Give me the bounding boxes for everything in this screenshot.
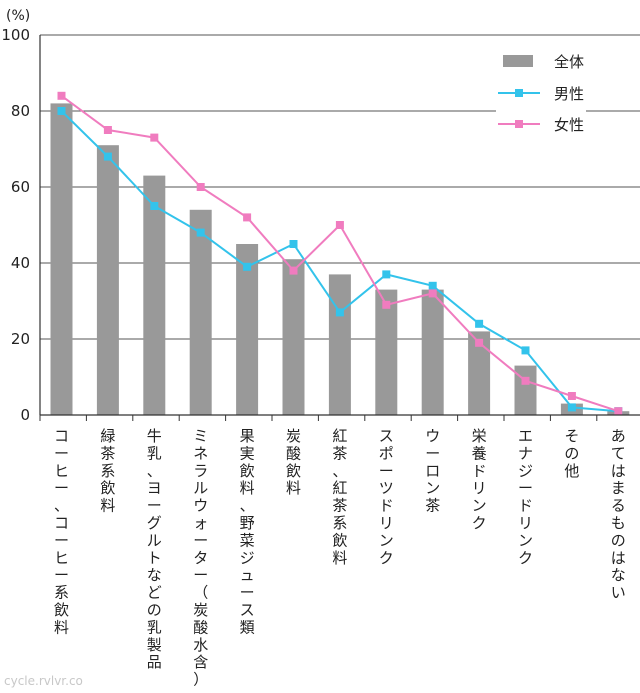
point-marker <box>614 407 623 416</box>
point-marker <box>521 376 530 385</box>
bar-1 <box>96 145 119 415</box>
point-marker <box>382 270 391 279</box>
category-label: 紅茶、紅茶系飲料 <box>332 427 347 567</box>
y-tick-label: 0 <box>20 406 30 424</box>
y-axis-unit: (%) <box>6 8 30 24</box>
bar-7 <box>375 289 398 415</box>
point-marker <box>475 338 484 347</box>
bar-0 <box>50 103 73 416</box>
bar-series <box>50 103 630 416</box>
point-marker <box>428 281 437 290</box>
point-marker <box>521 346 530 355</box>
category-labels: コーヒー、コーヒー系飲料 緑茶系飲料 牛乳、ヨーグルトなどの乳製品 ミネラルウォーター… <box>54 427 626 689</box>
point-marker <box>567 392 576 400</box>
bar-10 <box>514 365 537 415</box>
point-marker <box>243 213 252 222</box>
legend-swatch-marker <box>515 89 523 97</box>
bar-2 <box>143 175 166 415</box>
category-label: コーヒー、コーヒー系飲料 <box>54 427 69 636</box>
category-label: あてはまるものはない <box>611 427 626 602</box>
point-marker <box>243 262 252 271</box>
point-marker <box>475 319 484 328</box>
y-tick-label: 100 <box>1 26 30 44</box>
point-marker <box>382 300 391 309</box>
point-marker <box>335 308 344 317</box>
legend-swatch-marker <box>515 120 523 128</box>
point-marker <box>103 152 112 161</box>
point-marker <box>103 126 112 134</box>
watermark: cycle.rvlvr.co <box>4 674 83 688</box>
point-marker <box>196 228 205 237</box>
y-tick-label: 20 <box>11 330 30 348</box>
category-label: スポーツドリンク <box>379 427 394 567</box>
point-marker <box>196 183 205 191</box>
point-marker <box>289 266 298 275</box>
bar-3 <box>189 209 212 415</box>
category-label: ミネラルウォーター（炭酸水含） <box>193 427 208 689</box>
category-label: エナジードリンク <box>518 427 533 567</box>
point-marker <box>57 107 66 115</box>
category-label: ウーロン茶 <box>425 427 440 515</box>
point-marker <box>428 289 437 298</box>
y-tick-label: 40 <box>11 254 30 272</box>
line-series <box>57 91 623 416</box>
category-label: 果実飲料、野菜ジュース類 <box>240 427 255 636</box>
point-marker <box>335 221 344 229</box>
category-label: 栄養ドリンク <box>472 427 487 532</box>
point-marker <box>567 403 576 412</box>
point-marker <box>150 202 159 210</box>
legend-label: 女性 <box>554 116 584 134</box>
y-tick-label: 60 <box>11 178 30 196</box>
category-label: 炭酸飲料 <box>286 427 301 497</box>
category-label: 緑茶系飲料 <box>100 427 115 515</box>
legend-swatch-bar <box>503 55 533 67</box>
bar-9 <box>468 331 491 415</box>
point-marker <box>289 240 298 248</box>
legend-label: 男性 <box>554 85 584 103</box>
bar-8 <box>421 289 444 415</box>
category-label: その他 <box>564 427 579 480</box>
bar-4 <box>236 244 259 415</box>
point-marker <box>150 133 159 142</box>
axes <box>39 35 640 421</box>
bar-6 <box>328 274 351 415</box>
point-marker <box>57 91 66 100</box>
bar-5 <box>282 259 305 415</box>
legend-label: 全体 <box>554 53 584 71</box>
y-tick-labels: 0 20 40 60 80 100 <box>1 26 30 424</box>
y-tick-label: 80 <box>11 102 30 120</box>
category-label: 牛乳、ヨーグルトなどの乳製品 <box>147 427 162 671</box>
